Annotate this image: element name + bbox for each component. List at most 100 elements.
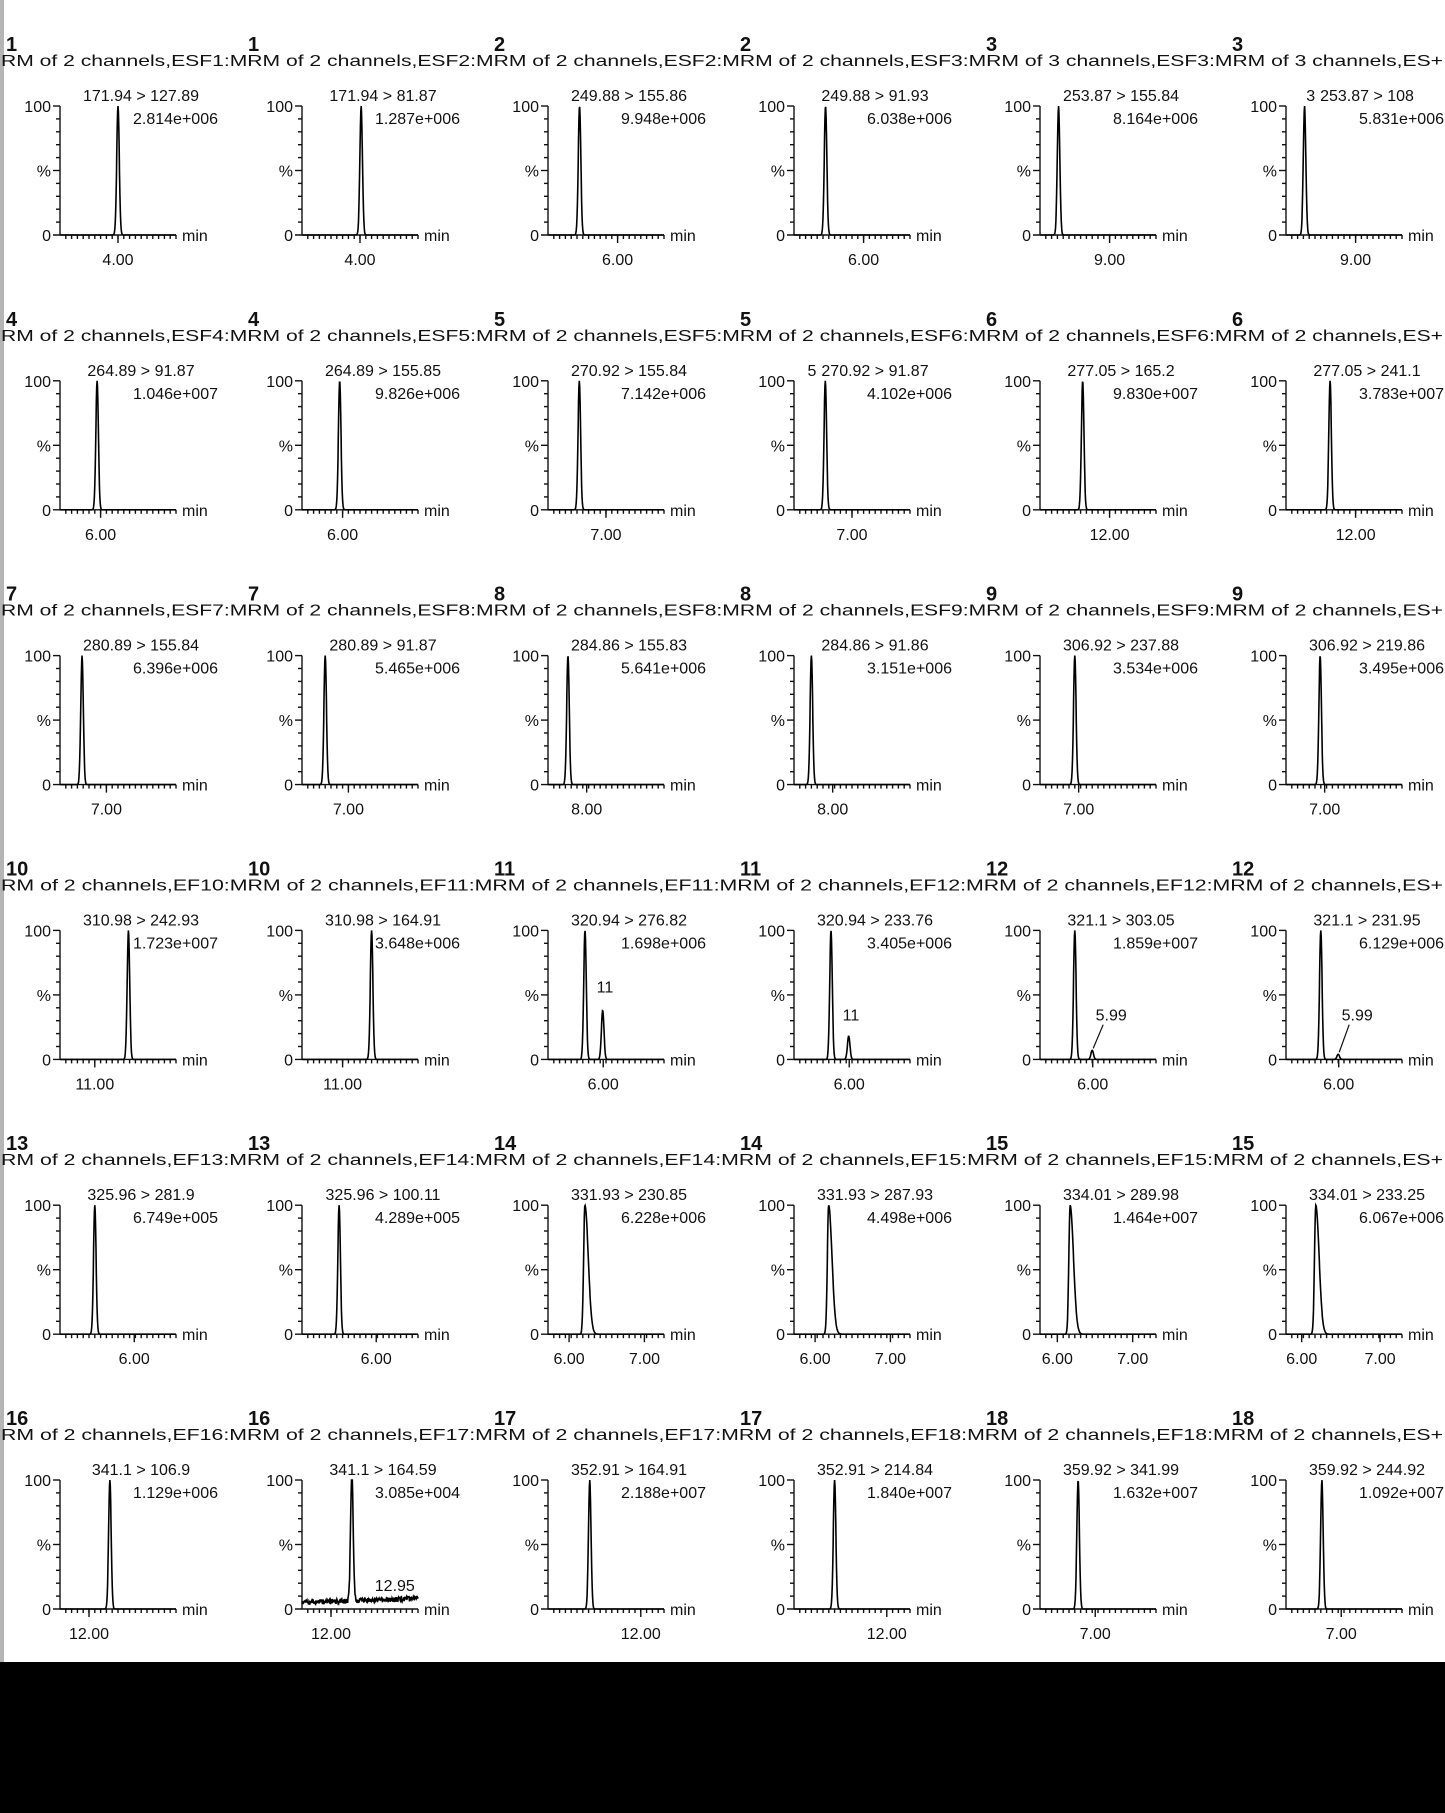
chromatogram-panel: 1 171.94 > 127.89 2.814e+006 100% 0 min 4.00 [6, 34, 218, 269]
chromatogram-panel: 12 321.1 > 231.95 6.129e+006 100% 0 min 6.00 5.… [1232, 858, 1444, 1093]
mrm-transition: 249.88 > 91.93 [821, 88, 928, 105]
y-label-percent: % [771, 1263, 785, 1280]
x-tick-label: 7.00 [1364, 1351, 1395, 1368]
x-tick-label: 7.00 [590, 527, 621, 544]
y-label-100: 100 [1004, 1198, 1031, 1215]
y-label-0: 0 [1022, 228, 1031, 245]
x-tick-label: 7.00 [1063, 802, 1094, 819]
chromatogram-trace [1286, 1480, 1402, 1610]
y-label-100: 100 [758, 649, 785, 666]
y-label-percent: % [279, 988, 293, 1005]
chromatogram-trace [1040, 1204, 1156, 1335]
mrm-transition: 359.92 > 244.92 [1309, 1462, 1425, 1479]
chromatogram-panel: 4 264.89 > 155.85 9.826e+006 100% 0 min 6.00 [248, 309, 460, 544]
x-unit-label: min [670, 1602, 696, 1619]
chromatogram-trace [548, 380, 664, 511]
x-unit-label: min [424, 1052, 450, 1069]
black-footer-band [0, 1662, 1445, 1813]
chromatogram-trace [302, 1205, 418, 1335]
intensity-value: 2.188e+007 [621, 1485, 706, 1502]
y-label-0: 0 [284, 1327, 293, 1344]
x-unit-label: min [670, 1052, 696, 1069]
peak-label: 5.99 [1342, 1008, 1373, 1025]
y-label-0: 0 [530, 1327, 539, 1344]
intensity-value: 8.164e+006 [1113, 111, 1198, 128]
x-tick-label: 7.00 [91, 802, 122, 819]
intensity-value: 1.129e+006 [133, 1485, 218, 1502]
chromatogram-trace [1286, 656, 1402, 786]
mrm-transition: 334.01 > 233.25 [1309, 1187, 1425, 1204]
y-label-0: 0 [1268, 778, 1277, 795]
x-unit-label: min [1408, 503, 1434, 520]
chromatogram-panel: 3 253.87 > 108 5.831e+006 100% 0 min 9.00 3 [1232, 34, 1444, 269]
x-tick-label: 7.00 [1080, 1626, 1111, 1643]
mrm-transition: 264.89 > 155.85 [325, 363, 441, 380]
y-label-percent: % [1263, 164, 1277, 181]
x-tick-label: 12.00 [1336, 527, 1376, 544]
mrm-transition: 277.05 > 241.1 [1313, 363, 1420, 380]
compound-number: 8 [494, 584, 505, 606]
y-label-0: 0 [776, 1602, 785, 1619]
x-unit-label: min [1162, 228, 1188, 245]
chromatogram-trace [1040, 381, 1156, 511]
x-unit-label: min [1408, 228, 1434, 245]
chromatogram-panel: 1 171.94 > 81.87 1.287e+006 100% 0 min 4.00 [248, 34, 460, 269]
y-label-0: 0 [1022, 1602, 1031, 1619]
y-label-100: 100 [266, 99, 293, 116]
chromatogram-trace [1040, 930, 1156, 1061]
mrm-transition: 341.1 > 164.59 [329, 1462, 436, 1479]
mrm-transition: 306.92 > 219.86 [1309, 638, 1425, 655]
x-tick-label: 9.00 [1340, 252, 1371, 269]
compound-number: 10 [248, 858, 270, 880]
intensity-value: 9.830e+007 [1113, 386, 1198, 403]
mrm-transition: 264.89 > 91.87 [87, 363, 194, 380]
x-unit-label: min [182, 1052, 208, 1069]
mrm-transition: 352.91 > 164.91 [571, 1462, 687, 1479]
x-unit-label: min [424, 503, 450, 520]
y-label-percent: % [279, 1538, 293, 1555]
y-label-percent: % [279, 713, 293, 730]
chromatogram-panel: 5 270.92 > 91.87 4.102e+006 100% 0 min 7.00 5 [740, 309, 952, 544]
x-unit-label: min [1162, 1327, 1188, 1344]
x-tick-label: 4.00 [102, 252, 133, 269]
compound-number: 5 [740, 309, 751, 331]
compound-number: 4 [248, 309, 260, 331]
y-label-percent: % [525, 1263, 539, 1280]
chromatogram-panel: 15 334.01 > 233.25 6.067e+006 100% 0 min 6.00 7… [1232, 1133, 1444, 1368]
x-tick-label: 6.00 [554, 1351, 585, 1368]
compound-number: 16 [6, 1408, 28, 1430]
x-unit-label: min [424, 778, 450, 795]
y-label-0: 0 [530, 1052, 539, 1069]
x-unit-label: min [670, 1327, 696, 1344]
chromatogram-trace [1286, 105, 1402, 236]
chromatogram-trace [301, 1479, 419, 1607]
compound-number: 14 [494, 1133, 517, 1155]
y-label-100: 100 [266, 1198, 293, 1215]
x-tick-label: 6.00 [588, 1076, 619, 1093]
compound-number: 15 [986, 1133, 1008, 1155]
chromatogram-trace [60, 105, 176, 236]
intensity-value: 5.465e+006 [375, 661, 460, 678]
y-label-0: 0 [1268, 228, 1277, 245]
mrm-transition: 325.96 > 281.9 [87, 1187, 194, 1204]
chromatogram-trace [302, 930, 418, 1061]
y-label-percent: % [37, 1538, 51, 1555]
mrm-transition: 359.92 > 341.99 [1063, 1462, 1179, 1479]
x-unit-label: min [916, 1327, 942, 1344]
chromatogram-panel: 11 320.94 > 233.76 3.405e+006 100% 0 min 6.00 1… [740, 858, 952, 1093]
compound-number: 7 [6, 584, 17, 606]
chromatogram-panel: 17 352.91 > 164.91 2.188e+007 100% 0 min 12.00 [494, 1408, 706, 1643]
compound-number: 3 [986, 34, 997, 56]
compound-number: 1 [248, 34, 259, 56]
compound-number: 13 [248, 1133, 270, 1155]
x-unit-label: min [916, 228, 942, 245]
y-label-0: 0 [284, 228, 293, 245]
y-label-100: 100 [266, 649, 293, 666]
y-label-percent: % [1017, 988, 1031, 1005]
y-label-percent: % [279, 164, 293, 181]
y-label-0: 0 [284, 1052, 293, 1069]
x-unit-label: min [916, 1052, 942, 1069]
intensity-value: 1.046e+007 [133, 386, 218, 403]
x-tick-label: 6.00 [1286, 1351, 1317, 1368]
compound-number: 11 [740, 858, 761, 880]
